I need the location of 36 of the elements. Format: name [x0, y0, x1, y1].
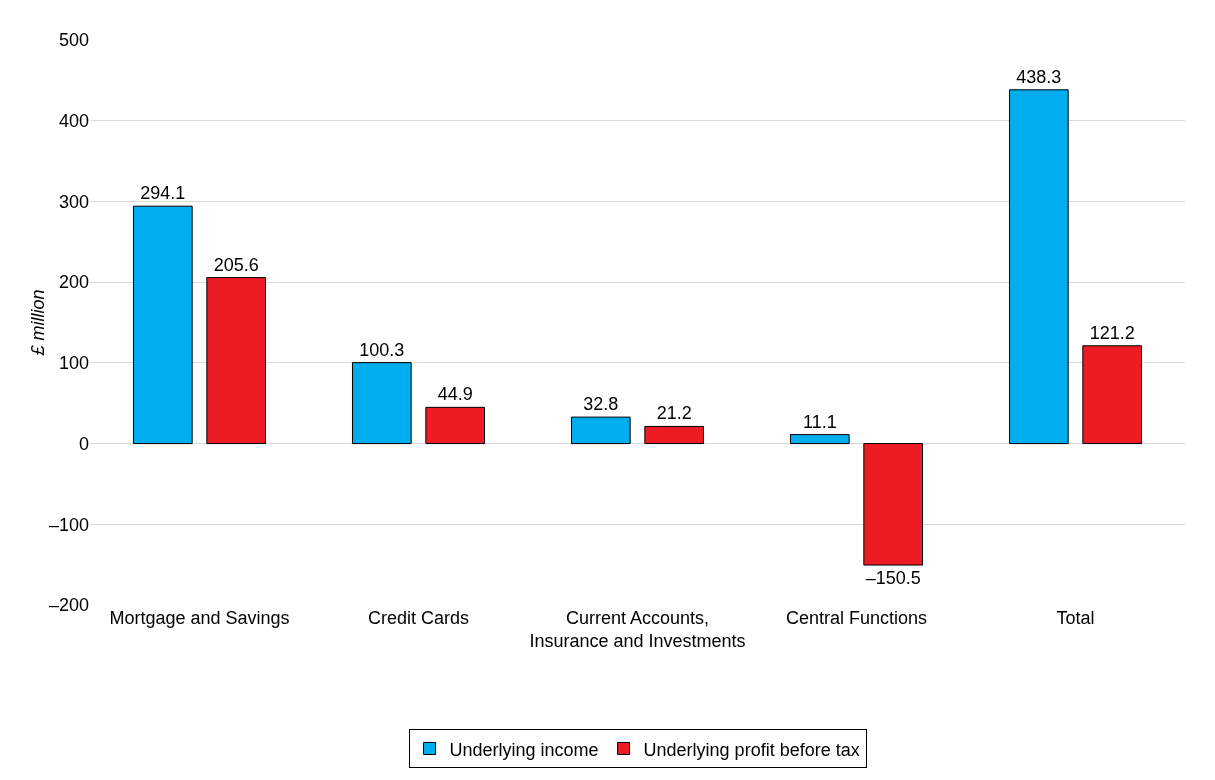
- x-tick-label: Mortgage and Savings: [109, 608, 290, 628]
- y-tick-label: 300: [58, 191, 89, 212]
- x-tick-label: Total: [1056, 608, 1095, 628]
- y-tick-label: 100: [58, 353, 89, 374]
- data-label: 121.2: [1089, 322, 1135, 343]
- bar: [206, 277, 267, 445]
- data-label: 44.9: [437, 384, 473, 405]
- bar: [789, 434, 850, 445]
- x-tick-label: Central Functions: [785, 608, 928, 628]
- y-tick-label: –200: [48, 595, 89, 616]
- y-axis-title: £ million: [28, 289, 48, 357]
- bar: [1082, 345, 1143, 445]
- y-tick-label: 200: [58, 272, 89, 293]
- data-label: 11.1: [802, 411, 837, 432]
- bar: [425, 406, 486, 445]
- x-tick-label: Credit Cards: [367, 608, 470, 628]
- bar: [132, 205, 193, 445]
- legend-label: Underlying profit before tax: [643, 739, 860, 760]
- data-label: 100.3: [359, 339, 405, 360]
- bar: [863, 443, 924, 566]
- y-tick-label: –100: [48, 514, 89, 535]
- data-label: 205.6: [213, 254, 259, 275]
- bar: [644, 425, 705, 445]
- data-label: 438.3: [1016, 66, 1062, 87]
- y-tick-label: 400: [58, 111, 89, 132]
- y-tick-label: 500: [58, 30, 89, 51]
- bar: [570, 416, 631, 445]
- y-tick-label: 0: [78, 433, 89, 454]
- x-tick-label: Current Accounts, Insurance and Investments: [529, 608, 746, 652]
- bar: [1008, 89, 1069, 445]
- data-label: –150.5: [865, 568, 921, 589]
- data-label: 32.8: [583, 394, 619, 415]
- bar: [351, 362, 412, 445]
- data-label: 294.1: [140, 183, 186, 204]
- data-label: 21.2: [656, 403, 692, 424]
- legend-label: Underlying income: [449, 739, 599, 760]
